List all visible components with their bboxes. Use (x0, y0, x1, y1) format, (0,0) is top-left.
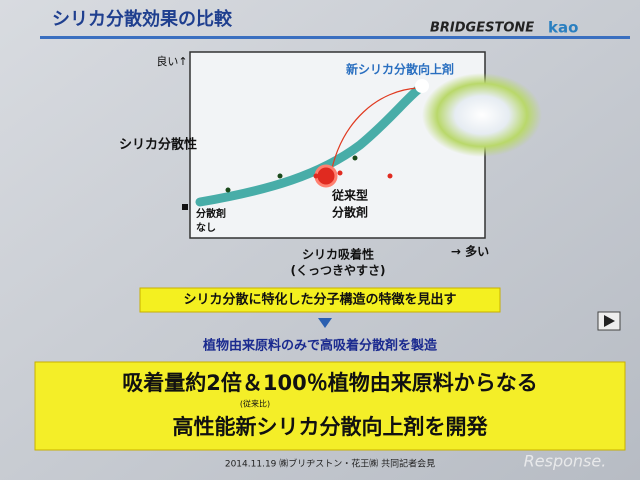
title: シリカ分散効果の比較 (52, 8, 233, 30)
title-rule (40, 36, 630, 39)
logo: BRIDGESTONE (430, 21, 534, 36)
logo: kao (548, 19, 578, 37)
dot (337, 170, 343, 176)
x-sublabel: (くっつきやすさ) (291, 264, 386, 278)
footer: 2014.11.19 ㈱ブリヂストン・花王㈱ 共同記者会見 (225, 458, 435, 470)
point-label: 新シリカ分散向上剤 (346, 62, 454, 77)
marker-new (415, 79, 429, 93)
method: 植物由来原料のみで高吸着分散剤を製造 (202, 338, 438, 354)
chart-frame (189, 51, 486, 239)
y-top: 良い↑ (156, 54, 187, 68)
result-note: (従来比) (240, 399, 270, 409)
glow (422, 73, 542, 157)
x-label: シリカ吸着性 (302, 247, 374, 262)
marker-conventional (314, 164, 338, 188)
trend-curve (195, 83, 425, 207)
marker-none (182, 204, 188, 210)
point-label: なし (196, 222, 216, 234)
point-label: 従来型 (331, 188, 368, 203)
dot (352, 155, 358, 161)
x-end: → 多い (451, 244, 489, 259)
point-label: 分散剤 (332, 205, 368, 220)
watermark: Response. (524, 452, 607, 471)
down-arrow (318, 318, 332, 328)
y-label: シリカ分散性 (119, 137, 197, 153)
dot (387, 173, 393, 179)
finding: シリカ分散に特化した分子構造の特徴を見出す (183, 292, 456, 308)
result-line: 吸着量約2倍＆100％植物由来原料からなる (122, 371, 537, 395)
play-icon (604, 315, 615, 327)
dot (225, 187, 231, 193)
dot (277, 173, 283, 179)
result-box (34, 361, 626, 451)
dot (313, 173, 319, 179)
finding-box (139, 287, 501, 313)
result-line: 高性能新シリカ分散向上剤を開発 (173, 415, 489, 439)
improvement-arrow (329, 87, 419, 179)
point-label: 分散剤 (196, 207, 226, 220)
